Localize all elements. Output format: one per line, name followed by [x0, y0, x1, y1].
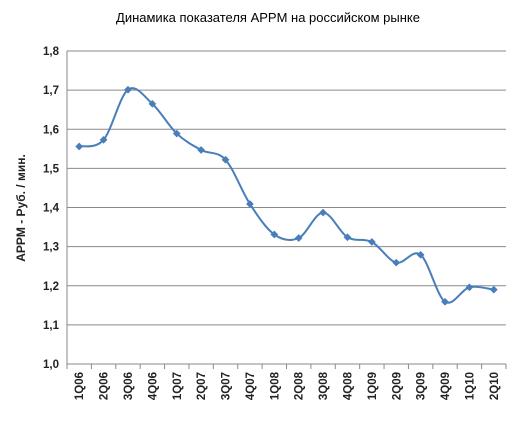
- y-tick-labels: 1,0 1,1 1,2 1,3 1,4 1,5 1,6 1,7 1,8: [43, 46, 60, 371]
- x-tick-label: 2Q10: [489, 372, 501, 400]
- chart-title: Динамика показателя APPM на российском р…: [116, 10, 420, 25]
- grid-lines: [67, 50, 506, 326]
- data-point-marker: [465, 283, 474, 292]
- x-tick-label: 2Q06: [99, 372, 111, 400]
- x-tick-label: 4Q06: [147, 372, 159, 400]
- x-tick-label: 1Q07: [172, 372, 184, 400]
- data-point-marker: [245, 200, 254, 208]
- x-tick-label: 2Q09: [391, 372, 403, 400]
- data-point-marker: [392, 258, 401, 267]
- y-axis-label: APPM - Руб. / мин.: [14, 154, 28, 262]
- x-tick-label: 4Q09: [440, 372, 452, 400]
- data-point-marker: [270, 230, 279, 239]
- x-tick-label: 4Q08: [342, 371, 354, 400]
- y-tick-label: 1,1: [43, 320, 60, 332]
- series-line: [78, 87, 494, 304]
- x-tick-labels: 1Q06 2Q06 3Q06 4Q06 1Q07 2Q07 3Q07 4Q07 1Q08 2Q08…: [74, 371, 501, 400]
- x-tick-label: 3Q07: [221, 372, 233, 400]
- x-tick-label: 3Q06: [123, 372, 135, 400]
- y-tick-label: 1,8: [43, 46, 60, 58]
- data-point-marker: [172, 129, 181, 138]
- series: [75, 85, 498, 306]
- data-point-marker: [343, 233, 352, 242]
- x-tick-label: 4Q07: [245, 372, 257, 400]
- x-tick-label: 2Q08: [294, 371, 306, 400]
- data-point-marker: [197, 146, 206, 154]
- data-point-marker: [367, 237, 376, 246]
- x-tick-label: 3Q08: [318, 371, 330, 400]
- data-point-marker: [489, 285, 498, 294]
- data-point-marker: [441, 297, 449, 306]
- y-tick-label: 1,2: [43, 281, 59, 293]
- y-tick-label: 1,3: [43, 242, 59, 254]
- data-point-marker: [124, 85, 132, 94]
- y-tick-label: 1,6: [43, 124, 59, 136]
- data-point-marker: [75, 142, 84, 151]
- data-point-marker: [294, 234, 303, 242]
- x-tick-label: 1Q08: [269, 371, 281, 400]
- y-tick-label: 1,5: [43, 163, 60, 175]
- data-point-marker: [99, 135, 108, 144]
- x-tick-label: 1Q09: [367, 372, 379, 400]
- y-tick-label: 1,7: [43, 85, 59, 97]
- data-point-marker: [221, 155, 230, 164]
- y-tick-label: 1,4: [43, 203, 60, 215]
- x-tick-label: 1Q10: [464, 372, 476, 400]
- x-tick-label: 3Q09: [416, 372, 428, 400]
- axes: [66, 51, 507, 369]
- x-tick-label: 1Q06: [74, 372, 86, 400]
- y-tick-label: 1,0: [43, 359, 59, 371]
- data-point-marker: [319, 208, 328, 217]
- data-point-marker: [148, 99, 157, 108]
- data-point-marker: [416, 250, 425, 259]
- x-tick-label: 2Q07: [196, 372, 208, 400]
